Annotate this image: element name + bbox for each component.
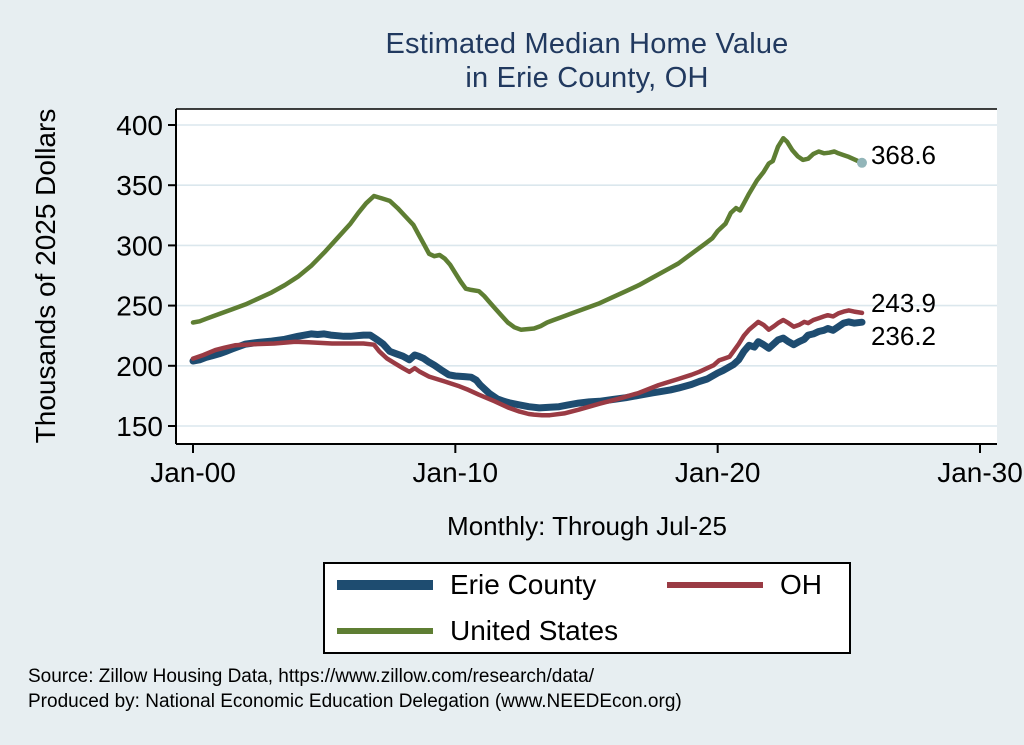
legend: Erie County OH United States <box>323 562 851 654</box>
y-tick-label: 350 <box>116 170 163 201</box>
legend-swatch-erie-county <box>337 580 433 590</box>
series-line-united-states <box>190 135 865 332</box>
x-tick-label: Jan-00 <box>150 457 236 488</box>
chart-title: Estimated Median Home Value in Erie Coun… <box>176 28 998 96</box>
series-line-erie-county <box>189 318 866 412</box>
x-axis-subtitle: Monthly: Through Jul-25 <box>447 511 727 541</box>
series-end-label-united-states: 368.6 <box>871 140 936 170</box>
legend-label-united-states: United States <box>450 615 619 646</box>
series-end-dot-united-states <box>856 157 867 168</box>
y-tick-label: 200 <box>116 351 163 382</box>
x-tick-label: Jan-30 <box>937 457 1023 488</box>
y-tick-label: 250 <box>116 291 163 322</box>
x-tick-label: Jan-10 <box>413 457 499 488</box>
y-tick-label: 300 <box>116 230 163 261</box>
x-tick-label: Jan-20 <box>675 457 761 488</box>
legend-item-erie-county: Erie County <box>337 569 667 601</box>
legend-swatch-oh <box>667 582 763 588</box>
series-end-label-erie-county: 236.2 <box>871 321 936 351</box>
legend-item-oh: OH <box>667 569 849 601</box>
series-end-label-oh: 243.9 <box>871 288 936 318</box>
plot-area: 150 200 250 300 350 400 Jan-00 Jan-10 Jan-20 Jan-… <box>116 108 1023 488</box>
series-line-oh <box>190 308 865 418</box>
footer: Source: Zillow Housing Data, https://www… <box>28 664 988 715</box>
legend-item-united-states: United States <box>337 615 667 647</box>
chart-title-line2: in Erie County, OH <box>465 61 709 94</box>
source-note: Source: Zillow Housing Data, https://www… <box>28 666 595 687</box>
y-tick-label: 150 <box>116 411 163 442</box>
y-axis-title: Thousands of 2025 Dollars <box>30 108 61 444</box>
producer-note: Produced by: National Economic Education… <box>28 691 682 713</box>
legend-swatch-united-states <box>337 628 433 634</box>
legend-label-oh: OH <box>780 569 822 600</box>
y-tick-label: 400 <box>116 110 163 141</box>
legend-label-erie-county: Erie County <box>450 569 597 600</box>
chart-title-line1: Estimated Median Home Value <box>385 28 789 60</box>
